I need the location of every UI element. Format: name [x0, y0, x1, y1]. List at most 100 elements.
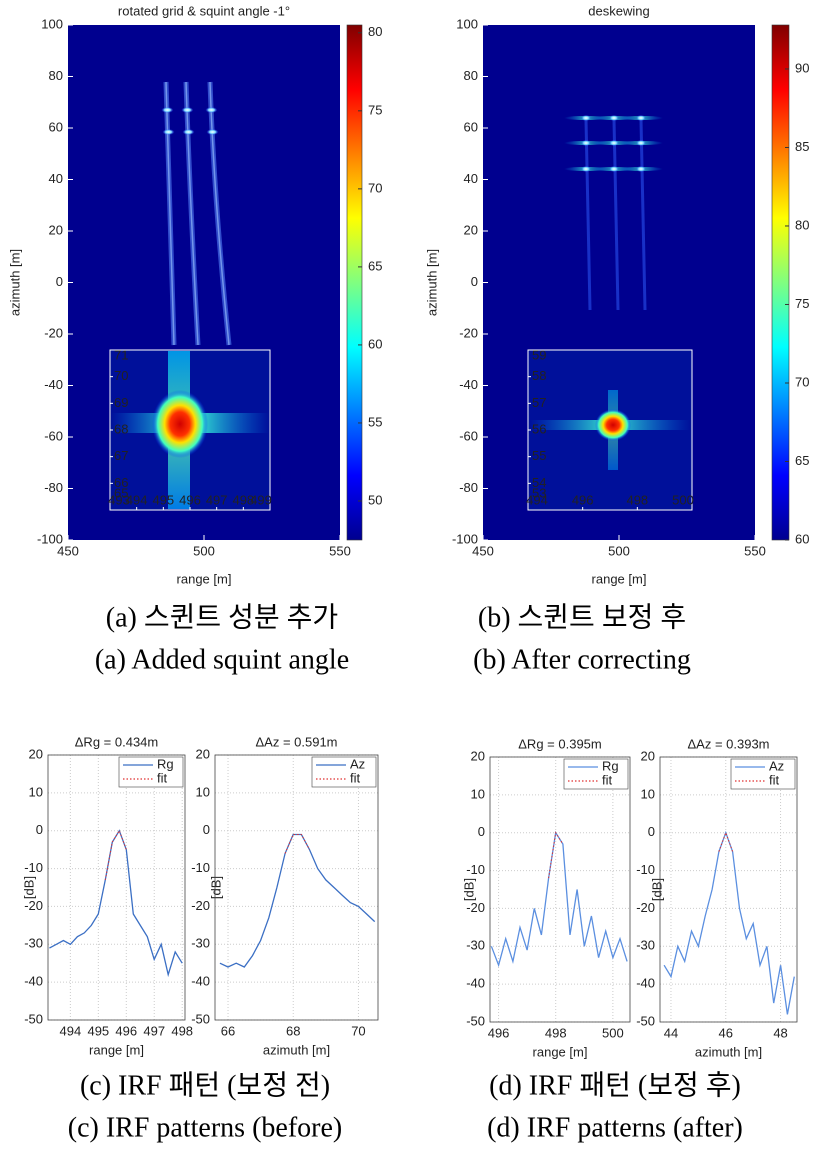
- caption: (a) Added squint angle: [95, 644, 349, 675]
- y-tick-label: -40: [24, 974, 43, 989]
- inset-y-tick-label: 53: [532, 485, 546, 500]
- inset-y-tick-label: 65: [114, 485, 128, 500]
- y-tick-label: -20: [44, 325, 63, 340]
- x-tick-label: 494: [60, 1023, 82, 1038]
- target: [581, 115, 591, 121]
- target: [636, 166, 646, 172]
- y-tick-label: -20: [459, 325, 478, 340]
- y-tick-label: -50: [636, 1013, 655, 1028]
- caption: (c) IRF 패턴 (보정 전): [80, 1069, 330, 1101]
- peak: [595, 409, 631, 441]
- y-tick-label: -30: [466, 938, 485, 953]
- peak: [152, 390, 208, 458]
- x-axis-label: range [m]: [592, 571, 647, 586]
- legend: [311, 756, 377, 788]
- line-panel: ΔRg = 0.434m 494 495 496 497 498 -50 -40 -30 -20 -…: [21, 734, 193, 1057]
- frame: [47, 754, 186, 1021]
- colorbar-tick-label: 75: [368, 102, 382, 117]
- target: [182, 129, 195, 135]
- y-tick-label: 80: [49, 68, 63, 83]
- y-tick-label: 20: [641, 748, 655, 763]
- x-tick-label: 44: [664, 1025, 678, 1040]
- colorbar-tick-label: 90: [795, 60, 809, 75]
- y-tick-label: 10: [641, 786, 655, 801]
- y-tick-label: -10: [636, 862, 655, 877]
- x-tick-label: 498: [545, 1025, 567, 1040]
- colorbar-tick-label: 70: [795, 374, 809, 389]
- colorbar-tick-label: 80: [368, 24, 382, 39]
- line-panel: ΔAz = 0.393m 44 46 48 -50 -40 -30 -20 -10 0 10 20 az…: [636, 736, 798, 1059]
- x-tick-label: 70: [351, 1023, 365, 1038]
- inset-x-tick-label: 498: [626, 492, 648, 507]
- line-panel: ΔAz = 0.591m 66 68 70 -50 -40 -30 -20 -10 0 10 20 az…: [191, 734, 379, 1057]
- caption: (c) IRF patterns (before): [68, 1112, 342, 1143]
- line-panel: ΔRg = 0.395m 496 498 500 -50 -40 -30 -20 -10 0 10 2…: [461, 736, 631, 1059]
- y-tick-label: -10: [191, 860, 210, 875]
- y-tick-label: 10: [196, 784, 210, 799]
- y-tick-label: 20: [196, 746, 210, 761]
- frame: [214, 754, 379, 1021]
- streak: [584, 119, 592, 311]
- y-tick-label: 20: [471, 748, 485, 763]
- heatmap-panel: rotated grid & squint angle -1°450 500 550…: [7, 3, 382, 586]
- y-tick-label: -20: [24, 898, 43, 913]
- x-tick-label: 550: [329, 543, 351, 558]
- legend-label: fit: [769, 772, 780, 787]
- inset-y-tick-label: 59: [532, 347, 546, 362]
- y-tick-label: -40: [44, 377, 63, 392]
- y-tick-label: 20: [49, 222, 63, 237]
- y-tick-label: -40: [459, 377, 478, 392]
- caption: (d) IRF patterns (after): [487, 1112, 743, 1143]
- y-tick-label: 20: [29, 746, 43, 761]
- y-tick-label: -30: [24, 936, 43, 951]
- x-axis-label: range [m]: [89, 1042, 144, 1057]
- streak: [612, 119, 620, 311]
- x-tick-label: 450: [472, 543, 494, 558]
- y-tick-label: 40: [49, 171, 63, 186]
- caption: (a) 스퀸트 성분 추가: [106, 602, 338, 633]
- target: [181, 107, 194, 113]
- target: [636, 115, 646, 121]
- y-tick-label: -100: [37, 531, 63, 546]
- y-tick-label: 80: [464, 68, 478, 83]
- chart-title: ΔAz = 0.591m: [255, 734, 337, 749]
- caption: (d) IRF 패턴 (보정 후): [489, 1069, 741, 1101]
- x-tick-label: 496: [115, 1023, 137, 1038]
- inset-x-tick-label: 494: [526, 492, 548, 507]
- y-tick-label: 60: [464, 119, 478, 134]
- legend: [118, 756, 184, 788]
- y-tick-label: 10: [29, 784, 43, 799]
- y-tick-label: -10: [466, 862, 485, 877]
- chart-title: deskewing: [588, 3, 649, 18]
- inset-x-tick-label: 496: [572, 492, 594, 507]
- target: [609, 140, 619, 146]
- caption: (b) After correcting: [473, 644, 691, 675]
- colorbar-tick-label: 65: [368, 258, 382, 273]
- y-tick-label: 0: [648, 824, 655, 839]
- y-tick-label: -20: [636, 900, 655, 915]
- inset-y-tick-label: 70: [114, 368, 128, 383]
- plot-area: [490, 757, 630, 1022]
- y-tick-label: 100: [456, 16, 478, 31]
- y-tick-label: 0: [36, 822, 43, 837]
- y-tick-label: 100: [41, 16, 63, 31]
- inset-y-tick-label: 57: [532, 395, 546, 410]
- y-tick-label: 40: [464, 171, 478, 186]
- legend-label: Az: [769, 758, 784, 773]
- x-tick-label: 500: [608, 543, 630, 558]
- y-tick-label: -80: [459, 480, 478, 495]
- y-tick-label: -10: [24, 860, 43, 875]
- colorbar: [346, 24, 363, 541]
- y-tick-label: -60: [459, 428, 478, 443]
- y-tick-label: -50: [24, 1011, 43, 1026]
- caption: (b) 스퀸트 보정 후: [478, 602, 686, 633]
- y-tick-label: -80: [44, 480, 63, 495]
- y-tick-label: 0: [203, 822, 210, 837]
- colorbar: [771, 24, 790, 541]
- plot-area: [660, 757, 797, 1022]
- heatmap-panel: deskewing 450 500 550 -100 -80 -60 -40 -20 0 20 40 6…: [424, 3, 809, 586]
- inset-y-tick-label: 55: [532, 448, 546, 463]
- inset-x-tick-label: 498: [232, 492, 254, 507]
- inset-x-tick-label: 497: [206, 492, 228, 507]
- colorbar-tick-label: 65: [795, 453, 809, 468]
